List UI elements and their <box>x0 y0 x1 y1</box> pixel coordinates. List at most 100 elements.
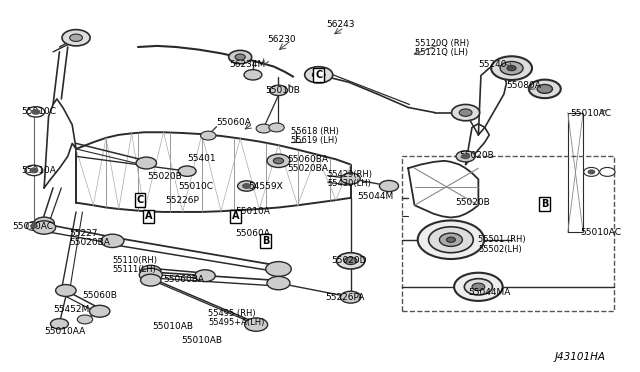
Text: C: C <box>136 195 143 205</box>
Circle shape <box>462 154 469 158</box>
Circle shape <box>141 274 161 286</box>
Text: 55020BA: 55020BA <box>287 164 328 173</box>
Text: 56234M: 56234M <box>229 60 266 69</box>
Text: 56230: 56230 <box>268 35 296 44</box>
Circle shape <box>200 131 216 140</box>
Circle shape <box>267 154 290 167</box>
Text: 55430(LH): 55430(LH) <box>328 179 372 188</box>
Circle shape <box>305 67 333 83</box>
Circle shape <box>51 319 68 329</box>
Circle shape <box>460 109 472 116</box>
Text: 56243: 56243 <box>326 20 355 29</box>
Text: 55010AC: 55010AC <box>12 221 53 231</box>
Text: 55044M: 55044M <box>357 192 394 201</box>
Circle shape <box>77 315 93 324</box>
Text: A: A <box>232 211 239 221</box>
Circle shape <box>341 173 360 184</box>
Circle shape <box>529 80 561 98</box>
Circle shape <box>27 107 45 117</box>
Circle shape <box>273 158 284 164</box>
Text: 55010AC: 55010AC <box>570 109 611 118</box>
Text: 55110(RH): 55110(RH) <box>113 256 157 265</box>
Circle shape <box>178 166 196 176</box>
Text: 55020B: 55020B <box>148 172 182 181</box>
Circle shape <box>454 273 502 301</box>
Text: 55060BA: 55060BA <box>287 155 328 164</box>
Circle shape <box>70 34 83 41</box>
Text: 55080A: 55080A <box>506 81 541 90</box>
Text: B: B <box>541 199 548 209</box>
Circle shape <box>537 84 552 93</box>
Circle shape <box>140 268 163 282</box>
Text: 55452M: 55452M <box>53 305 90 314</box>
Text: 55226PA: 55226PA <box>325 293 365 302</box>
Circle shape <box>472 283 484 291</box>
Text: 55060A: 55060A <box>236 229 271 238</box>
Circle shape <box>228 50 252 64</box>
Text: 55120Q (RH): 55120Q (RH) <box>415 39 468 48</box>
Circle shape <box>491 56 532 80</box>
Text: 55111(LH): 55111(LH) <box>113 265 156 274</box>
Circle shape <box>465 279 492 295</box>
Circle shape <box>244 70 262 80</box>
Text: 55060B: 55060B <box>83 291 117 300</box>
Circle shape <box>31 224 37 228</box>
Text: A: A <box>145 211 152 221</box>
Text: 55010C: 55010C <box>21 108 56 116</box>
Circle shape <box>101 234 124 247</box>
Text: 55010AB: 55010AB <box>153 321 194 331</box>
Text: 55401: 55401 <box>187 154 216 163</box>
Circle shape <box>244 318 268 331</box>
Text: 55010A: 55010A <box>21 166 56 175</box>
Circle shape <box>588 170 595 174</box>
Circle shape <box>90 305 110 317</box>
Text: 55010AC: 55010AC <box>580 228 621 237</box>
Text: 55020BA: 55020BA <box>70 238 111 247</box>
Circle shape <box>243 184 250 188</box>
Circle shape <box>62 30 90 46</box>
Circle shape <box>235 54 245 60</box>
Circle shape <box>56 285 76 296</box>
Circle shape <box>418 221 484 259</box>
Circle shape <box>34 217 54 229</box>
Circle shape <box>312 71 325 78</box>
Text: 54559X: 54559X <box>248 182 284 190</box>
Circle shape <box>429 227 473 253</box>
Text: C: C <box>315 70 323 80</box>
Bar <box>402 156 614 311</box>
Circle shape <box>30 168 38 173</box>
Text: 55495 (RH): 55495 (RH) <box>208 310 256 318</box>
Circle shape <box>337 253 365 269</box>
Circle shape <box>256 124 271 133</box>
Text: B: B <box>262 236 269 246</box>
Circle shape <box>136 157 157 169</box>
Circle shape <box>266 262 291 276</box>
Circle shape <box>456 151 475 162</box>
Circle shape <box>267 276 290 290</box>
Text: 55044MA: 55044MA <box>468 288 511 297</box>
Text: 55501 (RH): 55501 (RH) <box>478 235 526 244</box>
Text: J43101HA: J43101HA <box>555 352 606 362</box>
Circle shape <box>33 221 56 234</box>
Text: 55618 (RH): 55618 (RH) <box>291 126 339 136</box>
Circle shape <box>340 291 361 303</box>
Circle shape <box>195 270 215 282</box>
Text: 55060BA: 55060BA <box>164 275 205 284</box>
Circle shape <box>507 65 516 71</box>
Text: 55020B: 55020B <box>460 151 494 160</box>
Circle shape <box>32 110 40 114</box>
Circle shape <box>440 233 463 246</box>
Circle shape <box>600 167 615 176</box>
Circle shape <box>344 257 357 264</box>
Text: 55495+A(LH): 55495+A(LH) <box>208 318 264 327</box>
Circle shape <box>269 123 284 132</box>
Text: 55121Q (LH): 55121Q (LH) <box>415 48 467 57</box>
Text: 55020B: 55020B <box>456 198 490 207</box>
Text: 55010B: 55010B <box>266 86 301 95</box>
Text: 55010C: 55010C <box>178 182 213 190</box>
Circle shape <box>141 265 161 277</box>
Text: 55227: 55227 <box>70 229 98 238</box>
Text: 55010A: 55010A <box>236 207 271 216</box>
Text: 55226P: 55226P <box>166 196 199 205</box>
Circle shape <box>237 181 255 191</box>
